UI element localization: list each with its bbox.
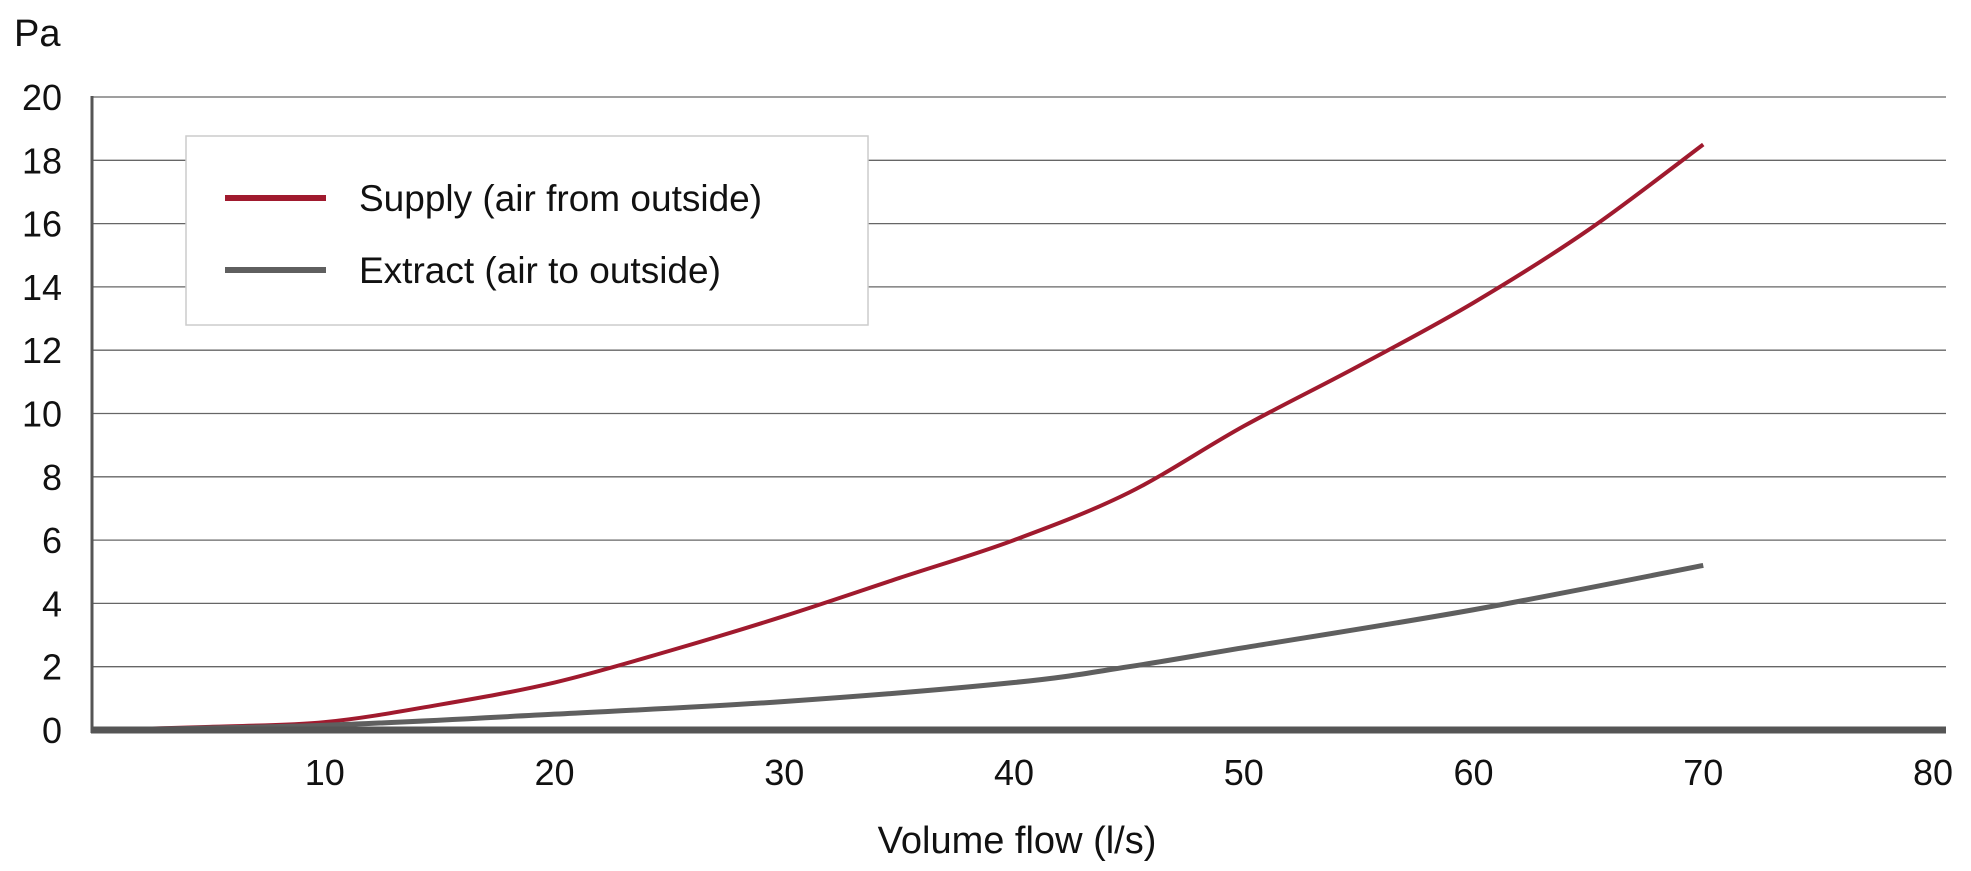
x-tick-label: 30 bbox=[764, 752, 804, 793]
y-tick-label: 8 bbox=[42, 457, 62, 498]
y-tick-label: 20 bbox=[22, 77, 62, 118]
y-tick-labels: 0 2 4 6 8 10 12 14 16 18 20 bbox=[22, 77, 62, 751]
legend: Supply (air from outside) Extract (air t… bbox=[185, 135, 869, 326]
series-line-extract bbox=[94, 562, 1704, 733]
series-line-supply bbox=[94, 142, 1705, 732]
x-tick-label: 80 bbox=[1913, 752, 1953, 793]
y-tick-label: 14 bbox=[22, 267, 62, 308]
x-tick-label: 20 bbox=[534, 752, 574, 793]
y-tick-label: 12 bbox=[22, 330, 62, 371]
x-tick-labels: 10 20 30 40 50 60 70 80 bbox=[305, 752, 1953, 793]
x-tick-label: 60 bbox=[1453, 752, 1493, 793]
y-tick-label: 18 bbox=[22, 140, 62, 181]
legend-label-extract: Extract (air to outside) bbox=[359, 250, 721, 291]
y-tick-label: 0 bbox=[42, 710, 62, 751]
x-tick-label: 70 bbox=[1683, 752, 1723, 793]
legend-box bbox=[185, 135, 869, 326]
y-tick-label: 16 bbox=[22, 204, 62, 245]
y-tick-label: 4 bbox=[42, 583, 62, 624]
y-tick-label: 10 bbox=[22, 394, 62, 435]
y-axis-label: Pa bbox=[14, 13, 61, 55]
y-tick-label: 6 bbox=[42, 520, 62, 561]
x-tick-label: 10 bbox=[305, 752, 345, 793]
x-axis-label: Volume flow (l/s) bbox=[878, 820, 1157, 862]
x-tick-label: 50 bbox=[1224, 752, 1264, 793]
x-tick-label: 40 bbox=[994, 752, 1034, 793]
y-tick-label: 2 bbox=[42, 647, 62, 688]
series-lines bbox=[94, 142, 1705, 733]
legend-label-supply: Supply (air from outside) bbox=[359, 178, 762, 219]
